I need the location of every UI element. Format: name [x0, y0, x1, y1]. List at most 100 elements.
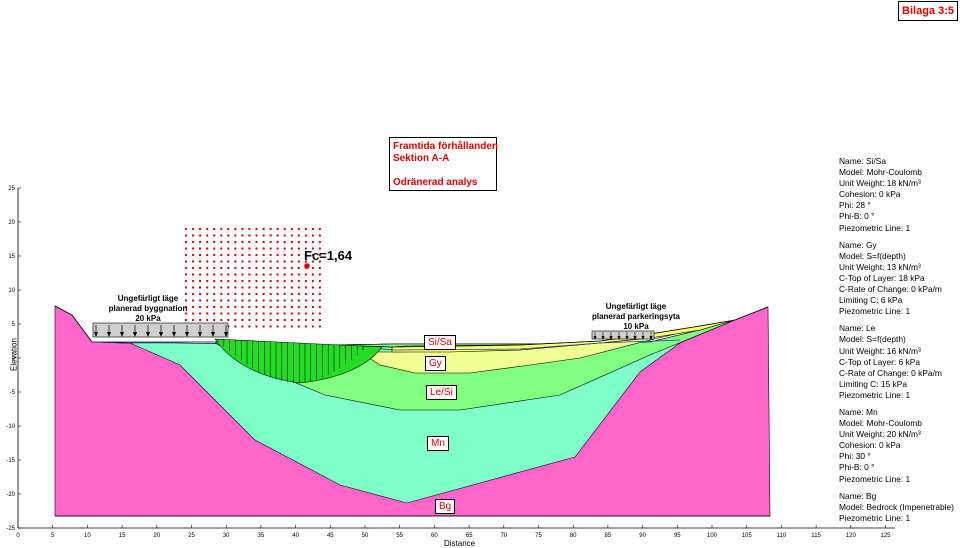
grid-dot	[262, 253, 265, 257]
grid-dot	[184, 299, 188, 302]
grid-dot	[283, 292, 286, 296]
grid-dot	[184, 247, 188, 250]
grid-dot	[311, 227, 315, 231]
grid-dot	[191, 292, 195, 296]
grid-dot	[318, 273, 322, 276]
load-arrow-head	[133, 332, 137, 337]
grid-dot	[290, 305, 293, 309]
grid-dot	[311, 279, 315, 283]
grid-dot	[248, 299, 251, 302]
grid-dot	[290, 227, 293, 231]
grid-dot	[283, 234, 286, 237]
grid-dot	[227, 266, 230, 270]
grid-dot	[206, 234, 209, 237]
grid-dot	[220, 234, 223, 237]
grid-dot	[318, 299, 322, 302]
grid-dot	[234, 312, 237, 315]
soil-label-le-si: Le/Si	[426, 385, 457, 400]
grid-dot	[198, 299, 202, 302]
load-arrow-head	[94, 332, 98, 337]
grid-dot	[184, 240, 188, 244]
legend-line: Model: S=f(depth)	[839, 250, 906, 261]
y-tick-label: 15	[8, 254, 15, 260]
grid-dot	[241, 299, 244, 302]
grid-dot	[255, 305, 258, 309]
x-tick-label: 15	[119, 533, 126, 539]
x-tick-label: 30	[223, 533, 230, 539]
grid-dot	[248, 305, 251, 309]
legend-line: Piezometric Line: 1	[839, 222, 911, 233]
legend-entry-bg: Name: Bg Model: Bedrock (Impenetrable) P…	[839, 491, 960, 524]
grid-dot	[269, 305, 272, 309]
grid-dot	[241, 279, 244, 283]
x-axis-label: Distance	[444, 539, 476, 548]
grid-dot	[227, 227, 230, 231]
grid-dot	[198, 318, 202, 322]
legend-line: Name: Le	[839, 323, 876, 334]
load-arrow-head	[649, 336, 653, 340]
grid-dot	[248, 253, 251, 257]
grid-dot	[276, 227, 279, 231]
grid-dot	[304, 286, 308, 289]
grid-dot	[283, 305, 286, 309]
grid-dot	[241, 292, 244, 296]
grid-dot	[262, 279, 265, 283]
grid-dot	[248, 292, 251, 296]
grid-dot	[227, 305, 230, 309]
grid-dot	[318, 227, 322, 231]
grid-dot	[227, 318, 230, 322]
grid-dot	[241, 234, 244, 237]
x-tick-label: 5	[51, 533, 55, 539]
material-legend: Name: Si/Sa Model: Mohr-Coulomb Unit Wei…	[839, 156, 960, 530]
grid-dot	[220, 260, 223, 263]
legend-entry-si-sa: Name: Si/Sa Model: Mohr-Coulomb Unit Wei…	[839, 156, 960, 234]
grid-dot	[276, 266, 279, 270]
grid-dot	[297, 227, 300, 231]
grid-dot	[241, 227, 244, 231]
piezometric-line	[92, 339, 681, 351]
grid-dot	[269, 260, 272, 263]
grid-dot	[255, 266, 258, 270]
legend-line: Cohesion: 0 kPa	[839, 440, 901, 451]
y-tick-label: 10	[8, 288, 15, 294]
legend-line: Piezometric Line: 1	[839, 306, 911, 317]
grid-dot	[255, 299, 258, 302]
grid-dot	[297, 299, 300, 302]
appendix-badge: Bilaga 3:5	[898, 1, 958, 21]
grid-dot	[318, 234, 322, 237]
legend-line: Unit Weight: 20 kN/m³	[839, 429, 921, 440]
load-arrow-head	[593, 336, 597, 340]
grid-dot	[318, 240, 322, 244]
legend-line: Phi-B: 0 °	[839, 211, 875, 222]
grid-dot	[283, 266, 286, 270]
grid-dot	[234, 318, 237, 322]
grid-dot	[269, 247, 272, 250]
grid-dot	[213, 260, 216, 263]
grid-dot	[276, 292, 279, 296]
grid-dot	[241, 312, 244, 315]
grid-dot	[304, 227, 308, 231]
grid-dot	[262, 240, 265, 244]
grid-dot	[283, 325, 286, 328]
grid-dot	[206, 260, 209, 263]
load-arrow-head	[146, 332, 150, 337]
grid-dot	[318, 292, 322, 296]
grid-dot	[255, 325, 258, 328]
grid-dot	[304, 299, 308, 302]
grid-dot	[206, 279, 209, 283]
legend-line: Phi: 28 °	[839, 200, 871, 211]
x-tick-label: 45	[327, 533, 334, 539]
grid-dot	[304, 279, 308, 283]
legend-line: Unit Weight: 18 kN/m³	[839, 178, 921, 189]
grid-dot	[220, 299, 223, 302]
grid-dot	[311, 312, 315, 315]
grid-dot	[304, 305, 308, 309]
legend-line: Piezometric Line: 1	[839, 512, 911, 523]
grid-dot	[304, 273, 308, 276]
grid-dot	[262, 286, 265, 289]
grid-dot	[276, 286, 279, 289]
grid-dot	[184, 266, 188, 270]
grid-dot	[283, 260, 286, 263]
load-arrow-head	[185, 332, 189, 337]
load-arrow-head	[159, 332, 163, 337]
